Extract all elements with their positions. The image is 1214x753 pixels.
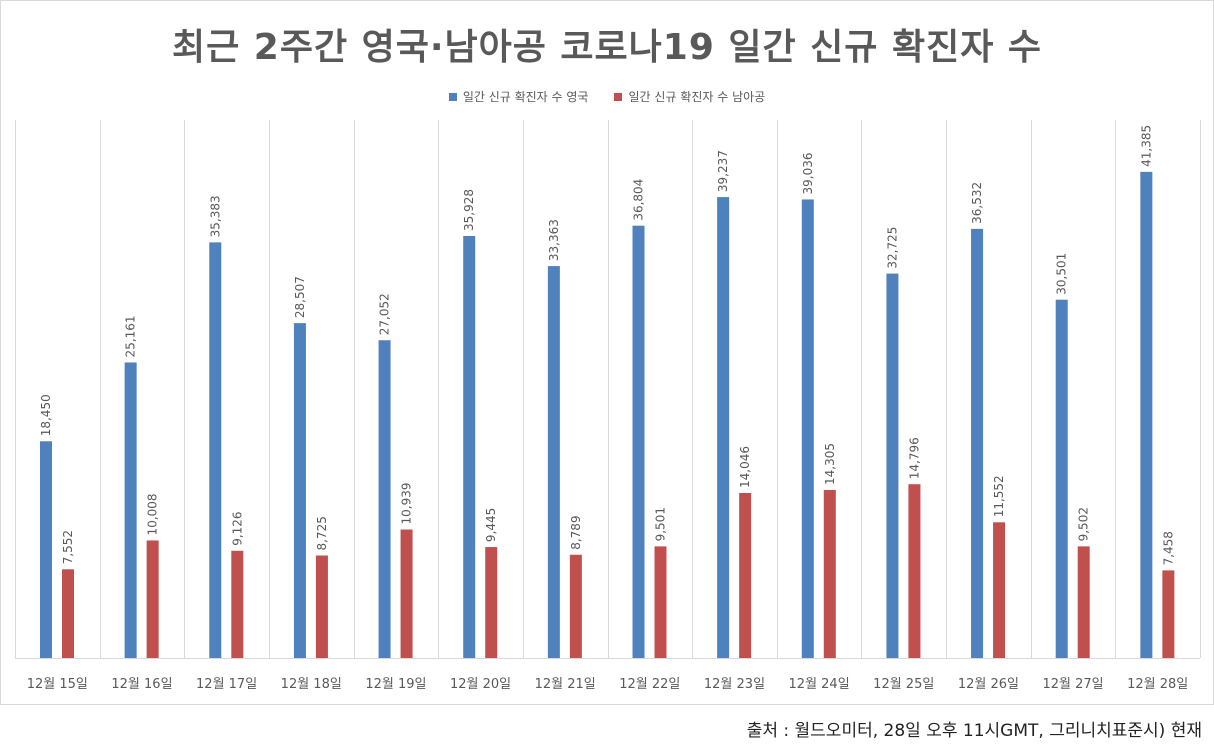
data-label-sa: 9,502 — [1077, 507, 1091, 541]
data-label-uk: 35,383 — [208, 195, 222, 237]
bar-sa — [146, 540, 159, 658]
bar-uk — [1140, 171, 1153, 658]
x-tick-label: 12월 21일 — [535, 677, 596, 692]
bar-sa — [400, 529, 413, 658]
x-tick-label: 12월 20일 — [450, 677, 511, 692]
data-label-sa: 7,552 — [61, 530, 75, 564]
data-label-uk: 28,507 — [293, 276, 307, 318]
legend-label-uk: 일간 신규 확진자 수 영국 — [462, 90, 589, 104]
bar-uk — [632, 225, 645, 659]
data-label-sa: 14,046 — [738, 446, 752, 488]
x-tick-label: 12월 19일 — [365, 677, 426, 692]
source-note: 출처 : 월드오미터, 28일 오후 11시GMT, 그리니치표준시) 현재 — [746, 721, 1202, 741]
bar-sa — [485, 547, 498, 658]
data-label-uk: 32,725 — [885, 227, 899, 269]
x-tick-label: 12월 22일 — [619, 677, 680, 692]
x-tick-label: 12월 25일 — [873, 677, 934, 692]
legend-swatch-sa — [614, 92, 623, 101]
x-tick-label: 12월 15일 — [27, 677, 88, 692]
x-tick-label: 12월 28일 — [1127, 677, 1188, 692]
bar-sa — [1162, 570, 1175, 658]
data-label-sa: 8,789 — [569, 515, 583, 549]
legend-item-uk: 일간 신규 확진자 수 영국 — [448, 88, 589, 105]
x-tick-label: 12월 23일 — [704, 677, 765, 692]
data-label-uk: 27,052 — [378, 293, 392, 335]
bar-uk — [801, 199, 814, 659]
data-label-uk: 36,532 — [970, 182, 984, 224]
bar-uk — [1055, 299, 1068, 658]
legend-label-sa: 일간 신규 확진자 수 남아공 — [628, 90, 766, 104]
chart-title: 최근 2주간 영국·남아공 코로나19 일간 신규 확진자 수 — [172, 27, 1042, 68]
bar-sa — [315, 555, 328, 658]
x-tick-label: 12월 27일 — [1042, 677, 1103, 692]
legend: 일간 신규 확진자 수 영국 일간 신규 확진자 수 남아공 — [0, 88, 1214, 105]
data-label-uk: 25,161 — [124, 315, 138, 357]
data-label-uk: 36,804 — [632, 179, 646, 221]
data-label-sa: 14,796 — [907, 437, 921, 479]
data-label-sa: 10,939 — [400, 483, 414, 525]
bar-uk — [209, 242, 222, 658]
data-label-sa: 9,126 — [230, 511, 244, 545]
data-label-uk: 33,363 — [547, 219, 561, 261]
bar-uk — [378, 340, 391, 658]
data-label-uk: 30,501 — [1055, 253, 1069, 295]
data-label-sa: 7,458 — [1161, 531, 1175, 565]
data-label-uk: 41,385 — [1139, 125, 1153, 167]
bar-uk — [971, 228, 984, 658]
x-tick-label: 12월 17일 — [196, 677, 257, 692]
data-label-uk: 35,928 — [462, 189, 476, 231]
bar-sa — [62, 569, 74, 658]
x-tick-label: 12월 18일 — [281, 677, 342, 692]
chart-frame — [0, 0, 1214, 705]
x-tick-label: 12월 24일 — [789, 677, 850, 692]
bar-uk — [886, 273, 899, 658]
data-label-sa: 14,305 — [823, 443, 837, 485]
bar-sa — [1077, 546, 1090, 658]
data-label-uk: 39,036 — [801, 152, 815, 194]
x-tick-label: 12월 26일 — [958, 677, 1019, 692]
bar-uk — [40, 441, 52, 658]
data-label-uk: 39,237 — [716, 150, 730, 192]
bar-sa — [993, 522, 1006, 658]
bar-uk — [124, 362, 137, 658]
bar-uk — [547, 266, 560, 658]
x-tick-label: 12월 16일 — [111, 677, 172, 692]
bar-sa — [231, 550, 244, 658]
bar-uk — [293, 323, 306, 658]
data-label-sa: 9,501 — [654, 507, 668, 541]
data-label-sa: 9,445 — [484, 508, 498, 542]
bar-chart: 18,450 7,552 12월 15일 25,161 10,008 12월 16일 35,… — [15, 120, 1201, 692]
data-label-sa: 11,552 — [992, 475, 1006, 517]
bar-sa — [739, 493, 752, 658]
data-label-uk: 18,450 — [39, 394, 53, 436]
bar-uk — [463, 235, 476, 658]
bar-sa — [569, 554, 582, 658]
legend-item-sa: 일간 신규 확진자 수 남아공 — [614, 88, 765, 105]
legend-swatch-uk — [448, 92, 457, 101]
bar-sa — [908, 484, 921, 658]
data-label-sa: 8,725 — [315, 516, 329, 550]
bar-sa — [823, 489, 836, 658]
data-label-sa: 10,008 — [146, 493, 160, 535]
bar-sa — [654, 546, 667, 658]
bar-uk — [717, 197, 730, 658]
